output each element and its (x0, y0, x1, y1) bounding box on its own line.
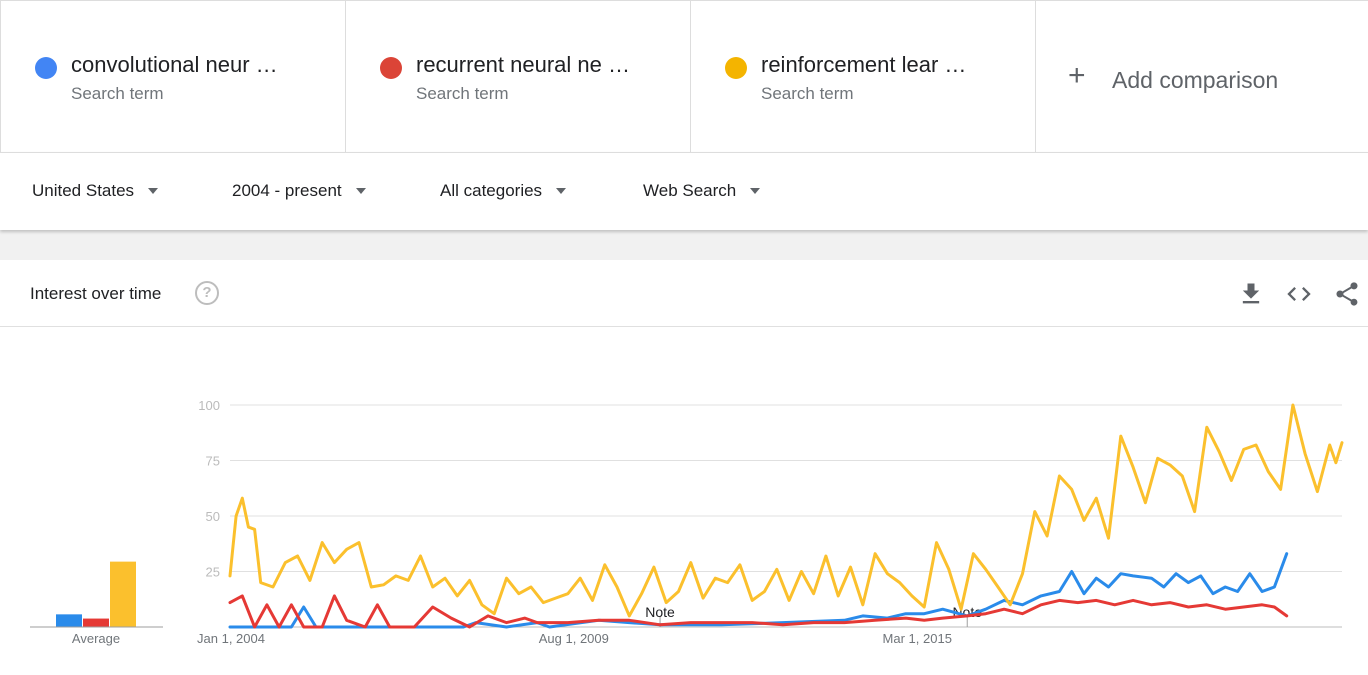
card-header: Interest over time ? (0, 260, 1368, 327)
term-1-subtitle: Search term (71, 84, 164, 103)
search-term-2[interactable]: recurrent neural ne … Search term (345, 1, 690, 153)
term-3-name[interactable]: reinforcement lear … (761, 52, 967, 77)
region-dropdown[interactable]: United States (32, 181, 159, 201)
series-line-3 (228, 403, 1344, 618)
add-comparison-label: Add comparison (1112, 67, 1279, 93)
time-range-dropdown[interactable]: 2004 - present (232, 181, 366, 201)
add-comparison-button[interactable]: + Add comparison (1035, 1, 1368, 152)
plus-icon: + (1068, 59, 1086, 92)
search-term-1[interactable]: convolutional neur … Search term (0, 1, 345, 153)
chevron-down-icon (355, 188, 366, 194)
term-2-subtitle: Search term (416, 84, 509, 103)
card-title: Interest over time (30, 284, 162, 303)
search-type-value: Web Search (643, 181, 737, 200)
term-3-color-dot (725, 57, 747, 79)
search-term-3[interactable]: reinforcement lear … Search term (690, 1, 1035, 153)
x-tick-label: Aug 1, 2009 (539, 631, 609, 646)
note-label: Note (645, 604, 675, 620)
chevron-down-icon (750, 188, 761, 194)
series-line-1 (228, 552, 1289, 629)
embed-icon[interactable] (1285, 280, 1313, 308)
time-range-value: 2004 - present (232, 181, 342, 200)
series-line-2 (228, 594, 1289, 629)
term-1-name[interactable]: convolutional neur … (71, 52, 278, 77)
average-bar-1 (56, 614, 82, 627)
average-bar-2 (83, 618, 109, 627)
chart-labels: 25 50 75 100 Jan 1, 2004 Aug 1, 2009 Mar 1, 20… (197, 398, 952, 646)
term-1-color-dot (35, 57, 57, 79)
interest-over-time-card: Interest over time ? Average Note Note 25… (0, 260, 1368, 675)
category-value: All categories (440, 181, 543, 200)
term-2-name[interactable]: recurrent neural ne … (416, 52, 630, 77)
term-2-color-dot (380, 57, 402, 79)
download-icon[interactable] (1237, 280, 1265, 308)
filters-bar: United States 2004 - present All categor… (0, 152, 1368, 230)
y-tick-label: 25 (206, 565, 220, 580)
average-bar-3 (110, 561, 136, 627)
chart-series (228, 403, 1344, 629)
x-tick-label: Mar 1, 2015 (883, 631, 952, 646)
x-tick-label: Jan 1, 2004 (197, 631, 265, 646)
help-icon[interactable]: ? (195, 281, 219, 305)
term-3-subtitle: Search term (761, 84, 854, 103)
y-tick-label: 75 (206, 454, 220, 469)
share-icon[interactable] (1333, 280, 1361, 308)
region-value: United States (32, 181, 135, 200)
average-bars: Average (30, 561, 163, 646)
search-type-dropdown[interactable]: Web Search (643, 181, 761, 201)
chevron-down-icon (556, 188, 567, 194)
average-label: Average (72, 631, 120, 646)
chevron-down-icon (148, 188, 159, 194)
y-tick-label: 50 (206, 509, 220, 524)
search-terms-bar: convolutional neur … Search term recurre… (0, 0, 1368, 153)
category-dropdown[interactable]: All categories (440, 181, 567, 201)
y-tick-label: 100 (198, 398, 220, 413)
